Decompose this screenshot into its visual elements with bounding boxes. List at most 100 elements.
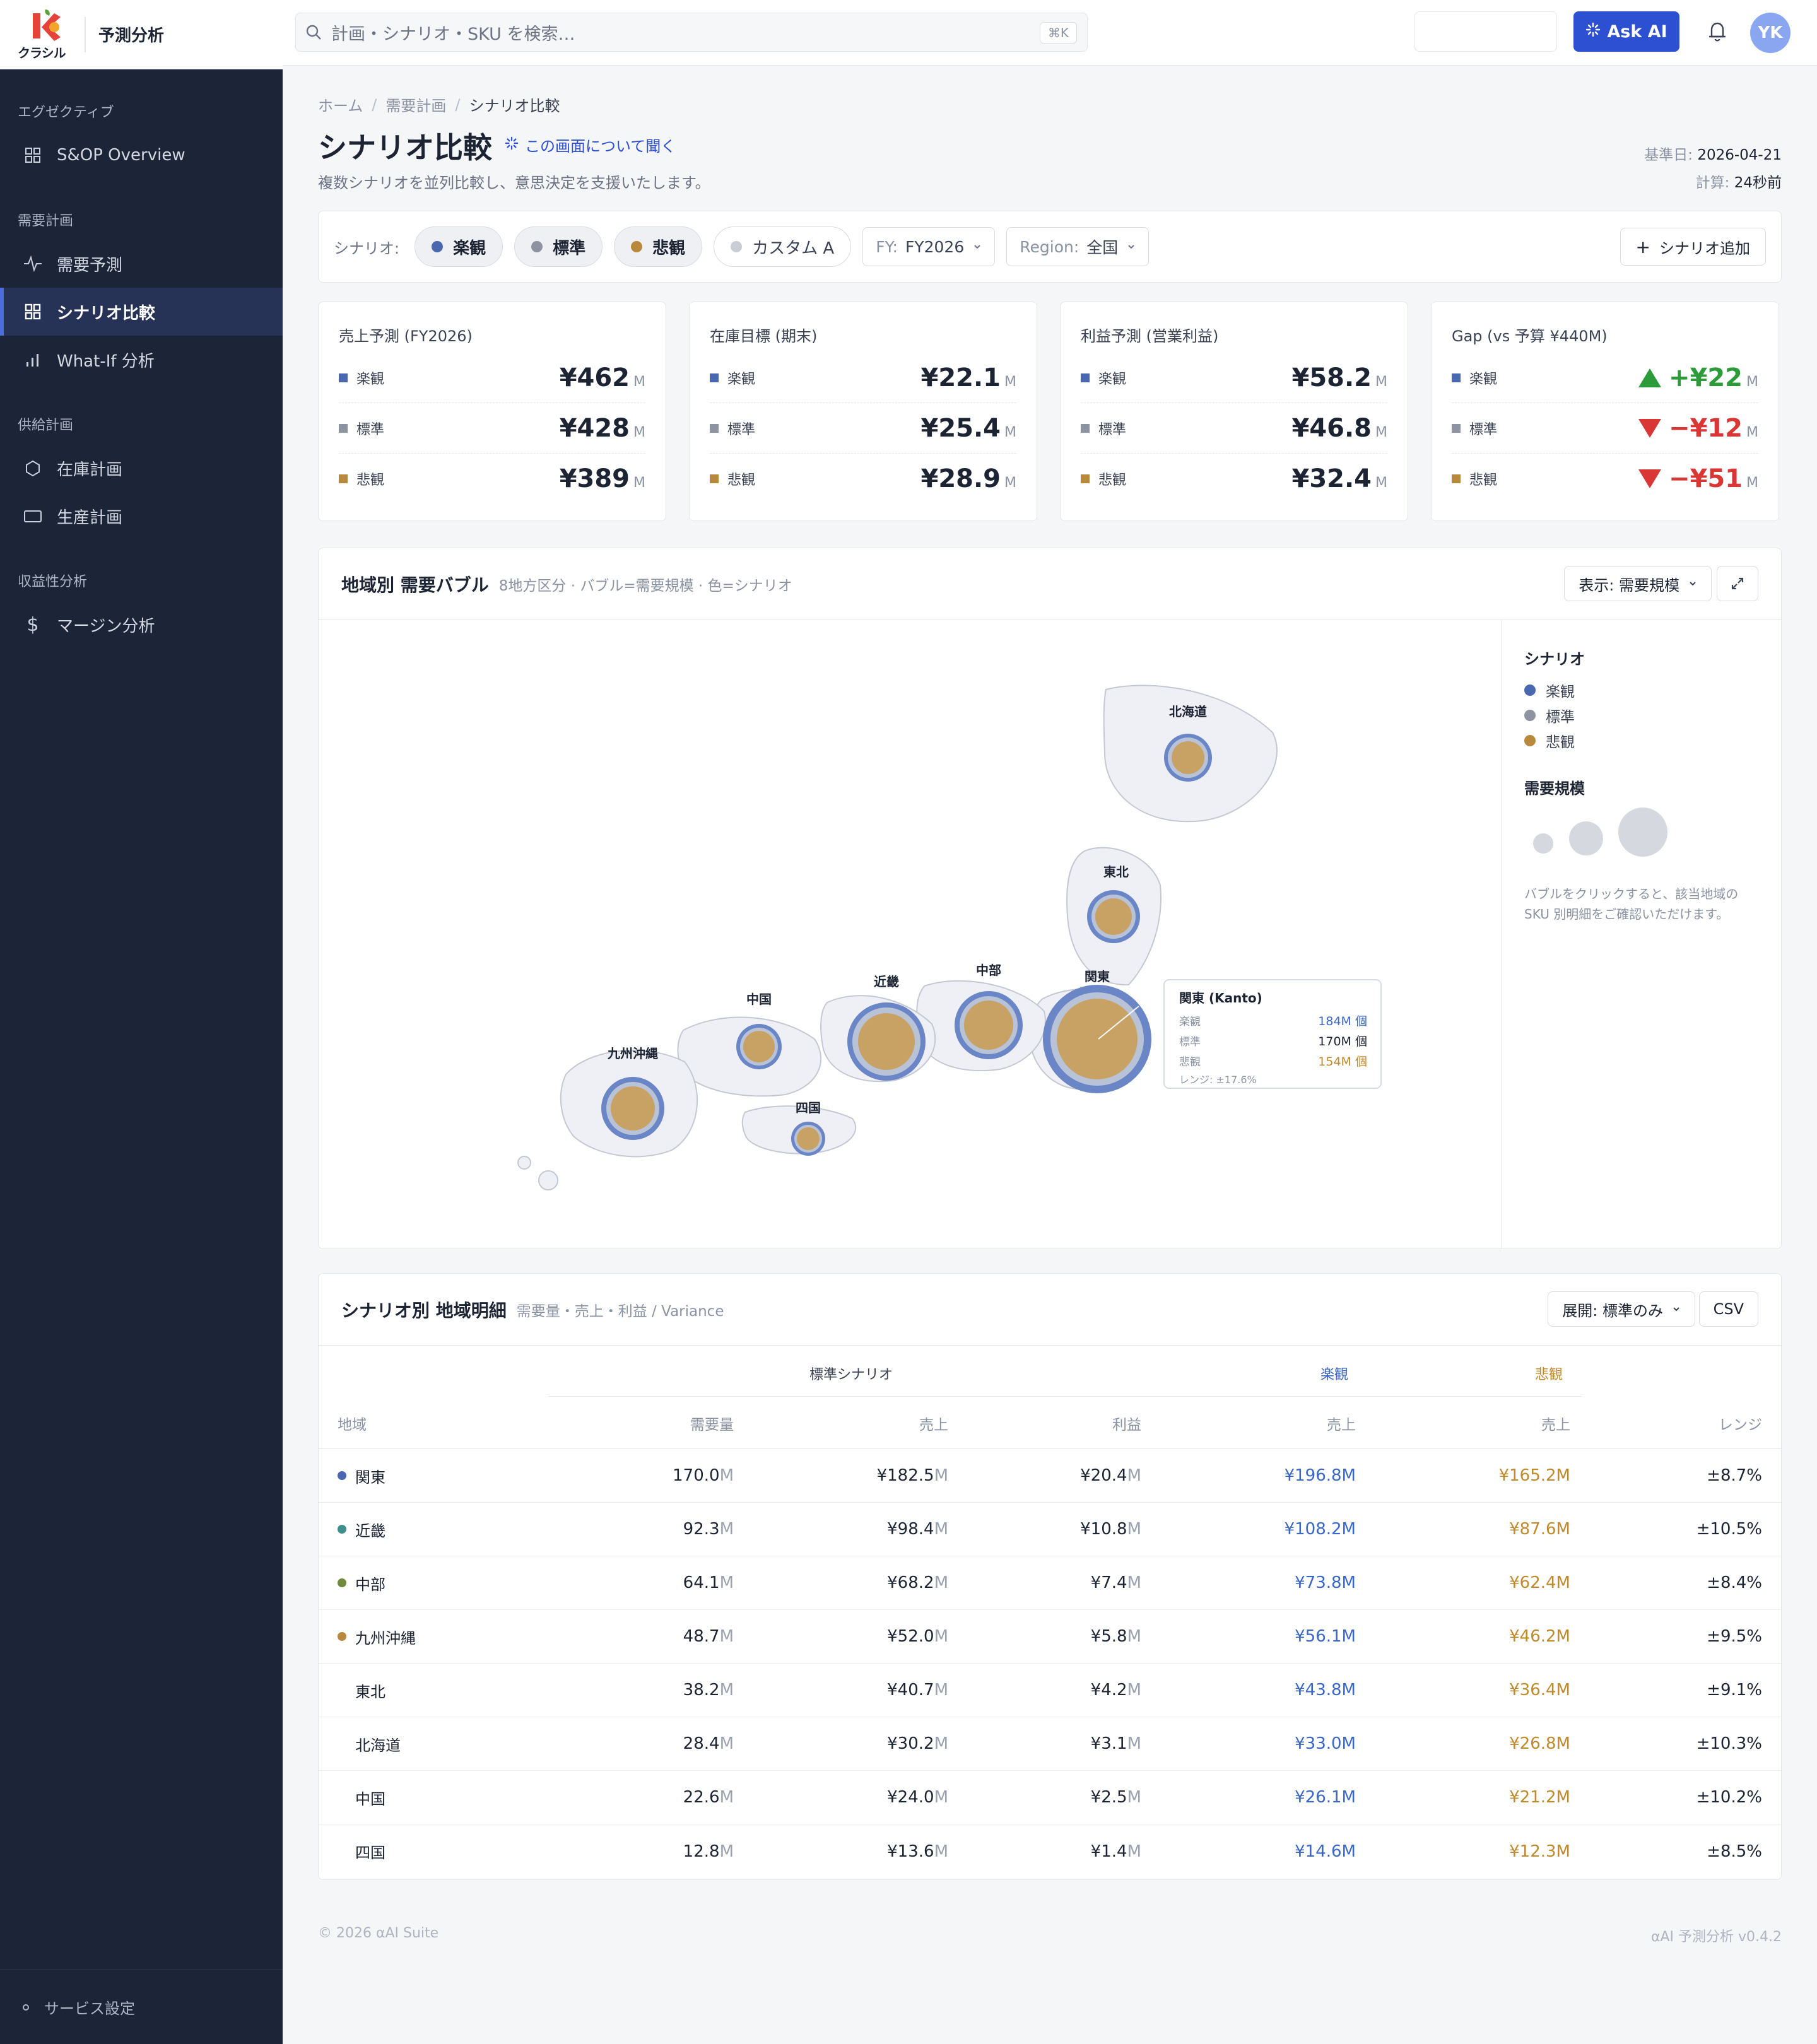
bubble-kyushu[interactable] [601,1077,664,1140]
sidebar-item-demand-forecast[interactable]: 需要予測 [0,240,283,288]
column-header-region[interactable]: 地域 [338,1416,367,1433]
hexagon-icon [23,458,43,478]
cell-region: 九州沖縄 [319,1626,544,1648]
sidebar-item-inventory-plan[interactable]: 在庫計画 [0,444,283,492]
table-row[interactable]: 九州沖縄 48.7M ¥52.0M ¥5.8M ¥56.1M ¥46.2M ±9.5% [319,1610,1781,1664]
breadcrumb-demand-plan[interactable]: 需要計画 [385,97,447,115]
kpi-unit: M [1375,424,1387,440]
kpi-row-optimistic: 楽観 +¥22 M [1452,353,1758,403]
legend-scenario-title: シナリオ [1524,650,1585,668]
unit-suffix: M [934,1788,948,1807]
table-row[interactable]: 中部 64.1M ¥68.2M ¥7.4M ¥73.8M ¥62.4M ±8.4% [319,1556,1781,1610]
sidebar-item-sop-overview[interactable]: S&OP Overview [0,131,283,179]
csv-button[interactable]: CSV [1698,1291,1758,1327]
profit-value: ¥1.4 [1090,1841,1127,1861]
search-input[interactable]: 計画・シナリオ・SKU を検索… ⌘K [295,13,1088,52]
bell-icon[interactable] [1702,16,1732,47]
scenario-chip-optimistic[interactable]: 楽観 [415,226,503,267]
tooltip-connector [1098,1006,1139,1040]
app-logo[interactable]: クラシル [15,4,78,65]
kpi-row-label: 悲観 [1469,473,1498,488]
table-card-header: シナリオ別 地域明細 需要量・売上・利益 / Variance 展開: 標準のみ… [319,1274,1781,1346]
scenario-chip-pessimistic[interactable]: 悲観 [614,226,703,267]
cell-demand: 48.7M [544,1627,734,1646]
profit-value: ¥20.4 [1080,1466,1127,1485]
sidebar-item-what-if[interactable]: What-If 分析 [0,336,283,384]
region-dot [338,1632,346,1641]
bubble-shikoku[interactable] [791,1122,825,1156]
group-header-pessimistic: 悲観 [1535,1367,1563,1383]
cell-range: ±10.5% [1696,1520,1762,1539]
cell-demand: 38.2M [544,1681,734,1700]
sales-value: ¥24.0 [887,1788,934,1807]
topbar-blank-button[interactable] [1414,11,1557,52]
scenario-chip-custom-a[interactable]: カスタム A [714,226,852,267]
triangle-down-icon [1638,418,1661,438]
bubble-tohoku[interactable] [1087,890,1140,943]
region-select-value: 全国 [1086,238,1119,257]
kpi-row-pessimistic: 悲観 −¥51 M [1452,454,1758,504]
column-header-opt-sales[interactable]: 売上 [1327,1416,1356,1433]
region-select[interactable]: Region: 全国 [1006,227,1150,266]
view-mode-select[interactable]: 表示: 需要規模 [1564,566,1712,601]
kpi-unit: M [1004,475,1016,491]
kpi-row-label: 悲観 [727,473,756,488]
kpi-card-sales: 売上予測 (FY2026) 楽観 ¥462 M 標準 ¥428 M 悲観 ¥389 M [318,302,666,521]
column-header-profit[interactable]: 利益 [1112,1416,1141,1433]
group-header-optimistic: 楽観 [1320,1367,1349,1383]
scenario-chip-standard[interactable]: 標準 [514,226,603,267]
cell-region: 関東 [319,1465,544,1487]
bubble-kinki[interactable] [847,1002,926,1081]
sidebar-item-label: 需要予測 [57,256,123,275]
fy-select[interactable]: FY: FY2026 [862,227,996,266]
cell-demand: 170.0M [544,1466,734,1485]
legend-size-title: 需要規模 [1524,780,1585,797]
bubble-chugoku[interactable] [736,1024,782,1069]
add-scenario-button[interactable]: + シナリオ追加 [1620,228,1766,266]
ask-about-screen-link[interactable]: この画面について聞く [505,134,676,156]
bubble-kanto[interactable] [1043,985,1151,1093]
unit-suffix: M [719,1734,734,1753]
cell-optimistic-sales: ¥43.8M [1295,1681,1356,1700]
kpi-card-profit: 利益予測 (営業利益) 楽観 ¥58.2 M 標準 ¥46.8 M 悲観 ¥32.4 M [1060,302,1408,521]
fy-select-key: FY: [876,237,898,256]
table-row[interactable]: 東北 38.2M ¥40.7M ¥4.2M ¥43.8M ¥36.4M ±9.1% [319,1664,1781,1717]
tooltip-label: 楽観 [1179,1016,1201,1028]
avatar[interactable]: YK [1750,13,1791,53]
add-scenario-label: シナリオ追加 [1659,239,1750,257]
column-header-demand[interactable]: 需要量 [690,1416,734,1433]
table-row[interactable]: 関東 170.0M ¥182.5M ¥20.4M ¥196.8M ¥165.2M ±8.7% [319,1449,1781,1503]
bubble-hokkaido[interactable] [1164,734,1212,782]
tooltip-title: 関東 (Kanto) [1179,990,1262,1006]
table-row[interactable]: 中国 22.6M ¥24.0M ¥2.5M ¥26.1M ¥21.2M ±10.2% [319,1771,1781,1824]
sales-value: ¥30.2 [887,1734,934,1753]
kpi-row-pessimistic: 悲観 ¥389 M [339,454,645,504]
tooltip-label: 悲観 [1179,1056,1201,1069]
table-row[interactable]: 四国 12.8M ¥13.6M ¥1.4M ¥14.6M ¥12.3M ±8.5% [319,1824,1781,1878]
table-row[interactable]: 北海道 28.4M ¥30.2M ¥3.1M ¥33.0M ¥26.8M ±10.3% [319,1717,1781,1771]
bubble-chubu[interactable] [955,991,1023,1059]
region-name: 東北 [355,1683,385,1701]
chip-label: 楽観 [453,238,486,258]
sidebar-item-margin-analysis[interactable]: $ マージン分析 [0,601,283,649]
column-header-sales[interactable]: 売上 [919,1416,948,1433]
column-header-pes-sales[interactable]: 売上 [1541,1416,1570,1433]
kpi-row-pessimistic: 悲観 ¥28.9 M [710,454,1016,504]
region-label-chubu: 中部 [976,963,1001,978]
nav-heading: 需要計画 [18,213,74,229]
table-row[interactable]: 近畿 92.3M ¥98.4M ¥10.8M ¥108.2M ¥87.6M ±10.5% [319,1503,1781,1556]
expand-mode-select[interactable]: 展開: 標準のみ [1548,1291,1695,1327]
unit-suffix: M [719,1573,734,1592]
column-header-range[interactable]: レンジ [1719,1416,1762,1433]
breadcrumb-home[interactable]: ホーム [318,97,363,115]
sidebar-item-production-plan[interactable]: 生産計画 [0,492,283,540]
kpi-row-optimistic: 楽観 ¥22.1 M [710,353,1016,403]
unit-suffix: M [1127,1788,1141,1807]
expand-button[interactable] [1717,566,1758,601]
sidebar-item-scenario-compare[interactable]: シナリオ比較 [0,288,283,336]
table-group-header: 標準シナリオ 楽観 悲観 [319,1346,1781,1397]
cell-optimistic-sales: ¥26.1M [1295,1788,1356,1807]
plus-icon: + [1635,236,1650,257]
ask-ai-button[interactable]: Ask AI [1573,11,1679,52]
service-settings-link[interactable]: サービス設定 [0,1970,283,2044]
